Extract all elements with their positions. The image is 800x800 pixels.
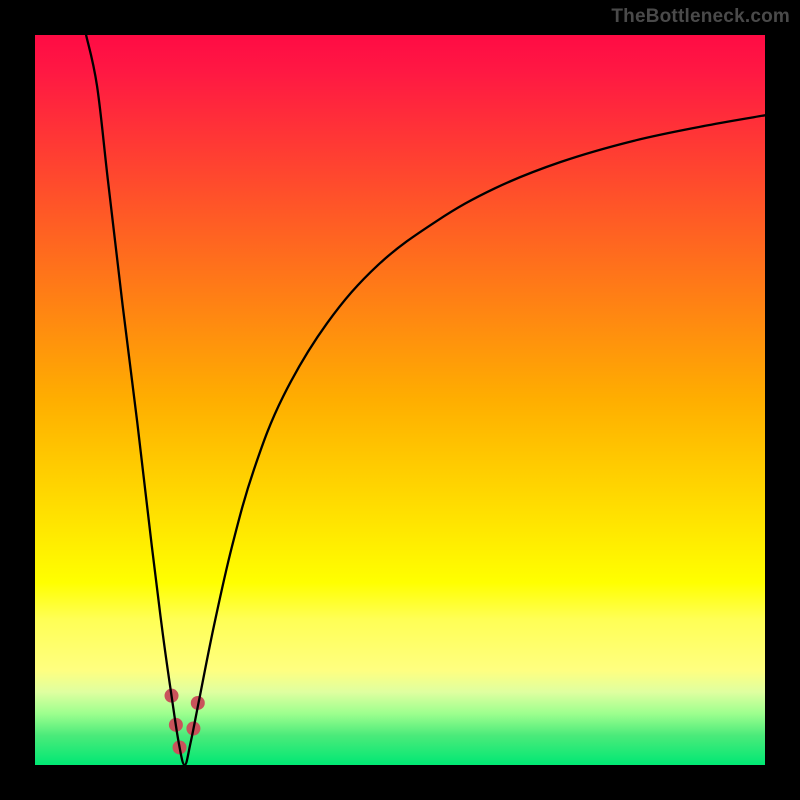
plot-background-gradient [35, 35, 765, 765]
watermark-text: TheBottleneck.com [611, 6, 790, 28]
bottleneck-curve-chart [0, 0, 800, 800]
chart-container: TheBottleneck.com [0, 0, 800, 800]
